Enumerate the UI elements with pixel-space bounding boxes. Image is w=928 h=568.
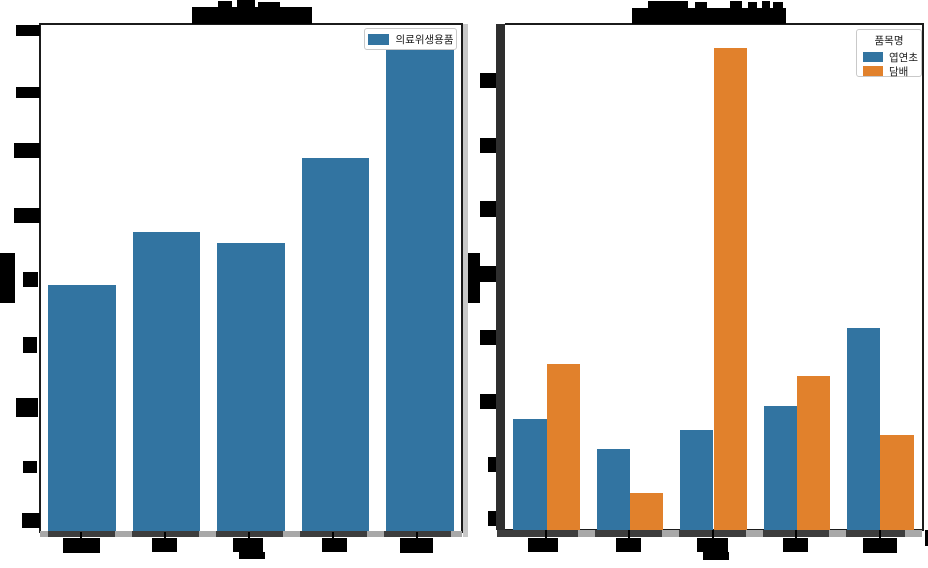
axis-band [497,530,922,537]
corner-artifact [925,530,928,546]
axis-band [40,531,462,537]
legend-label: 담배 [889,65,909,78]
right-title-redaction [648,1,688,9]
legend-swatch-orange [863,66,883,76]
ytick-redaction [16,398,38,417]
right-chart-legend: 품목명 엽연초 담배 [856,29,922,78]
x-tick [545,530,547,538]
bar [546,364,581,530]
left-title-redaction [192,7,312,24]
xtick-redaction [703,552,729,560]
x-tick [712,530,714,538]
right-ylabel-redaction [464,253,480,303]
axis-band [578,530,595,537]
axis-band [199,531,216,537]
x-tick [628,530,630,538]
axis-band [662,530,679,537]
legend-swatch-blue [863,52,883,62]
xtick-redaction [400,538,433,553]
left-ylabel-redaction [0,253,15,303]
right-title-redaction [762,1,770,9]
left-title-redaction [237,0,255,8]
bar [386,46,454,532]
x-tick [879,530,881,538]
x-tick [164,532,166,539]
bar [596,449,631,530]
xtick-redaction [616,538,641,552]
bar [763,406,797,530]
right-title-redaction [773,2,783,9]
ytick-redaction [23,272,38,287]
ytick-redaction [22,513,40,528]
xtick-redaction [322,538,347,552]
x-tick [416,532,418,539]
ytick-redaction [14,208,40,223]
bar [880,434,914,530]
ytick-redaction [14,143,40,158]
axis-band [367,531,384,537]
bar [132,231,201,532]
ytick-redaction [23,337,37,353]
x-tick [795,530,797,538]
right-title-redaction [632,8,786,24]
legend-swatch-blue [367,33,389,45]
axis-band [40,531,48,537]
axis-band [829,530,846,537]
axis-band [905,530,922,537]
ytick-redaction [16,25,40,36]
bar [301,158,370,532]
x-tick [248,532,250,539]
xtick-redaction [233,538,263,552]
bar [846,328,881,530]
legend-label: 엽연초 [889,51,918,64]
right-title-redaction [695,2,707,9]
axis-band [451,531,462,537]
legend-entry: 담배 [863,64,921,78]
x-tick [80,532,82,539]
xtick-redaction [697,538,728,552]
yaxis-strip-redaction [496,24,505,530]
left-title-redaction [258,2,280,8]
bar [796,376,831,530]
legend-label: 의료위생용품 [395,33,454,46]
bar [713,47,747,530]
axis-band [283,531,300,537]
axis-band [746,530,763,537]
left-title-redaction [218,1,232,8]
left-chart-legend: 의료위생용품 [364,28,457,50]
right-title-redaction [748,2,757,9]
axis-band [115,531,132,537]
bar [217,242,285,532]
ytick-redaction [23,461,37,473]
x-tick [332,532,334,539]
legend-entry: 엽연초 [863,50,921,64]
legend-title: 품목명 [874,35,904,47]
xtick-redaction [863,538,897,553]
right-title-redaction [730,1,742,9]
divider-artifact [463,24,468,537]
xtick-redaction [152,538,177,552]
ytick-redaction [16,87,40,98]
xtick-redaction [528,538,558,552]
bar [680,429,714,530]
bar [513,419,547,530]
xtick-redaction [63,538,100,553]
bar [630,493,664,530]
xtick-redaction [239,552,265,559]
xtick-redaction [783,538,808,552]
bar [48,285,116,532]
